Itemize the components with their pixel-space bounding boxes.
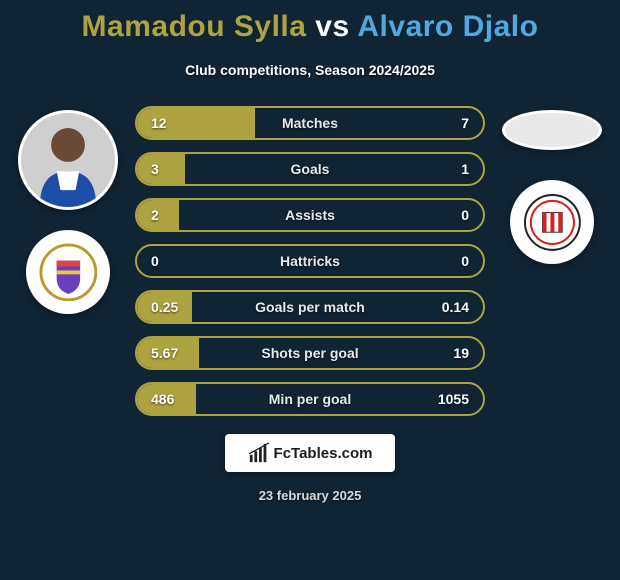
stat-value-left: 12: [151, 115, 167, 131]
player2-avatar-placeholder: [502, 110, 602, 150]
stat-value-right: 7: [461, 115, 469, 131]
stat-row: 5.67 Shots per goal 19: [135, 336, 485, 370]
vs-separator: vs: [315, 10, 349, 43]
stat-row: 0.25 Goals per match 0.14: [135, 290, 485, 324]
stat-value-right: 0: [461, 253, 469, 269]
player2-club-crest: [510, 180, 594, 264]
chart-icon: [248, 442, 270, 464]
stat-row: 3 Goals 1: [135, 152, 485, 186]
comparison-title: Mamadou Sylla vs Alvaro Djalo: [0, 0, 620, 44]
site-logo: FcTables.com: [225, 434, 395, 472]
player1-name: Mamadou Sylla: [82, 10, 307, 43]
stat-label: Min per goal: [269, 391, 351, 407]
player-silhouette-icon: [21, 113, 115, 207]
stat-row: 486 Min per goal 1055: [135, 382, 485, 416]
athletic-crest-icon: [523, 193, 582, 252]
stat-label: Goals per match: [255, 299, 365, 315]
stat-value-left: 0.25: [151, 299, 178, 315]
stat-value-right: 1: [461, 161, 469, 177]
player1-club-crest: [26, 230, 110, 314]
valladolid-crest-icon: [39, 243, 98, 302]
stat-label: Shots per goal: [261, 345, 358, 361]
stat-value-left: 3: [151, 161, 159, 177]
stat-row: 2 Assists 0: [135, 198, 485, 232]
stat-bar-left: [137, 154, 185, 184]
stat-value-right: 1055: [438, 391, 469, 407]
stat-value-left: 5.67: [151, 345, 178, 361]
stats-container: 12Matches73Goals12Assists00Hattricks00.2…: [135, 106, 485, 416]
comparison-date: 23 february 2025: [0, 488, 620, 503]
player2-name: Alvaro Djalo: [357, 10, 538, 43]
stat-value-right: 19: [453, 345, 469, 361]
player1-avatar: [18, 110, 118, 210]
stat-value-left: 2: [151, 207, 159, 223]
stat-label: Hattricks: [280, 253, 340, 269]
stat-label: Matches: [282, 115, 338, 131]
stat-label: Assists: [285, 207, 335, 223]
stat-value-left: 0: [151, 253, 159, 269]
stat-label: Goals: [291, 161, 330, 177]
right-avatars-column: [492, 110, 612, 264]
stat-value-left: 486: [151, 391, 174, 407]
left-avatars-column: [8, 110, 128, 314]
stat-value-right: 0: [461, 207, 469, 223]
site-name: FcTables.com: [274, 445, 373, 462]
stat-row: 0 Hattricks 0: [135, 244, 485, 278]
season-subtitle: Club competitions, Season 2024/2025: [0, 62, 620, 78]
stat-value-right: 0.14: [442, 299, 469, 315]
stat-row: 12 Matches 7: [135, 106, 485, 140]
